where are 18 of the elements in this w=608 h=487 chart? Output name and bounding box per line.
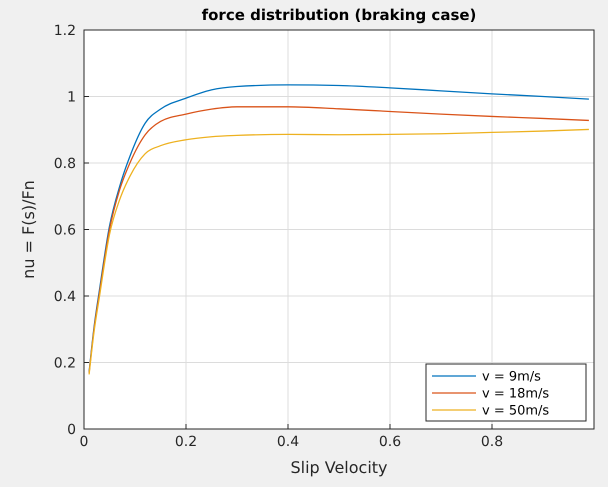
x-tick-label: 0.2 <box>174 434 198 450</box>
y-tick-label: 1 <box>67 89 76 106</box>
y-tick-label: 0.4 <box>54 288 76 305</box>
legend-label: v = 50m/s <box>482 404 550 419</box>
x-axis-title: Slip Velocity <box>290 458 388 477</box>
y-tick-label: 0 <box>67 422 76 438</box>
y-tick-label: 0.8 <box>54 156 76 172</box>
x-tick-label: 0.8 <box>480 434 504 450</box>
y-tick-label: 1.2 <box>54 22 76 39</box>
chart-title: force distribution (braking case) <box>202 6 476 24</box>
x-tick-label: 0.4 <box>276 434 300 450</box>
y-tick-label: 0.2 <box>54 355 76 372</box>
y-tick-label: 0.6 <box>54 222 76 238</box>
legend-label: v = 18m/s <box>482 386 550 402</box>
legend-label: v = 9m/s <box>482 370 542 385</box>
y-axis-title: nu = F(s)/Fn <box>19 180 38 279</box>
x-tick-label: 0.6 <box>378 434 402 450</box>
x-tick-label: 0 <box>80 434 88 450</box>
